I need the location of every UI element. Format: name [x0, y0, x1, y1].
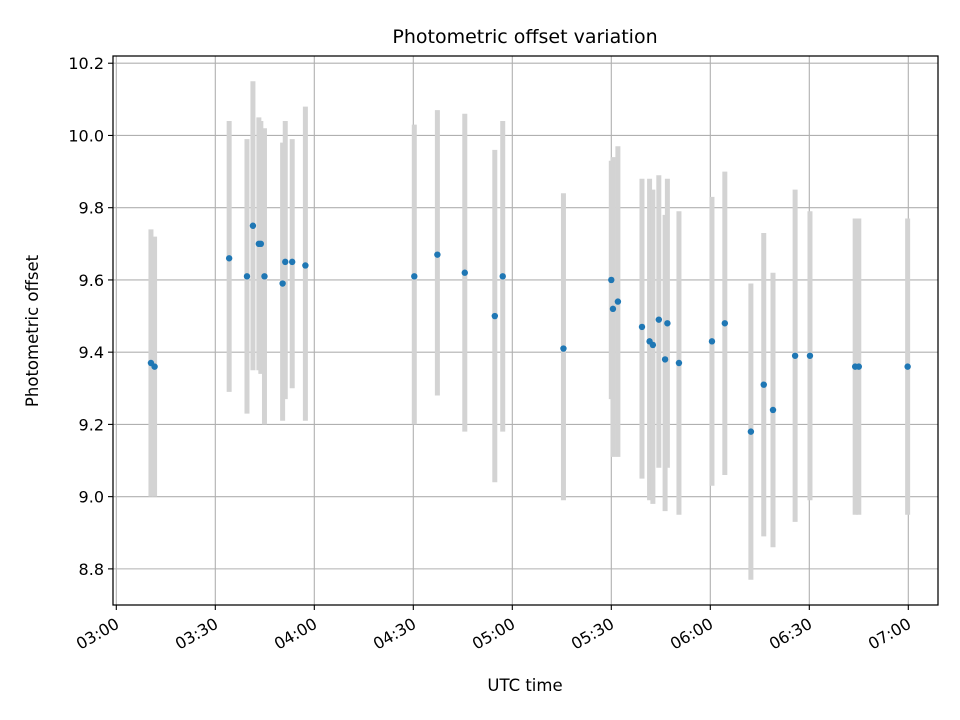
data-point	[769, 406, 777, 414]
y-tick-label: 9.2	[79, 415, 104, 434]
chart-title: Photometric offset variation	[392, 26, 657, 48]
data-point	[257, 240, 265, 248]
data-point	[302, 262, 309, 269]
data-point	[904, 363, 911, 370]
data-point	[760, 381, 767, 388]
y-tick-label: 9.4	[79, 343, 104, 362]
data-point	[614, 298, 622, 305]
y-tick-label: 8.8	[79, 560, 104, 579]
data-point	[747, 428, 755, 435]
data-point	[279, 280, 286, 287]
data-point	[855, 363, 862, 370]
data-point	[721, 320, 729, 327]
data-point	[806, 352, 814, 359]
data-point	[243, 273, 251, 280]
data-point	[655, 316, 663, 323]
data-point	[560, 345, 567, 352]
data-points	[147, 222, 911, 435]
data-point	[411, 273, 418, 280]
data-point	[461, 269, 468, 276]
plot-frame	[112, 55, 939, 606]
data-point	[675, 359, 683, 367]
data-point	[608, 276, 615, 284]
data-point	[434, 251, 441, 258]
y-axis-label: Photometric offset	[23, 254, 42, 407]
y-tick-label: 10.2	[68, 54, 104, 73]
data-point	[261, 273, 268, 280]
x-axis-label: UTC time	[487, 676, 562, 695]
data-point	[282, 258, 289, 266]
y-tick-label: 9.6	[79, 271, 104, 290]
y-tick-label: 10.0	[68, 126, 104, 145]
data-point	[499, 273, 506, 280]
y-tick-label: 9.0	[79, 488, 104, 507]
data-point	[664, 320, 671, 327]
data-point	[638, 323, 646, 331]
data-point	[151, 363, 158, 370]
data-point	[225, 255, 233, 262]
data-point	[791, 352, 799, 359]
y-tick-label: 9.8	[79, 199, 104, 218]
data-point	[491, 312, 499, 320]
data-point	[708, 338, 716, 345]
data-point	[249, 222, 257, 229]
data-point	[609, 305, 617, 313]
y-axis-ticks: 8.8 9.0 9.2 9.4 9.6 9.8 10.0 10.2	[68, 54, 113, 579]
data-point	[288, 258, 296, 266]
data-point	[661, 356, 669, 363]
data-point	[649, 341, 657, 349]
